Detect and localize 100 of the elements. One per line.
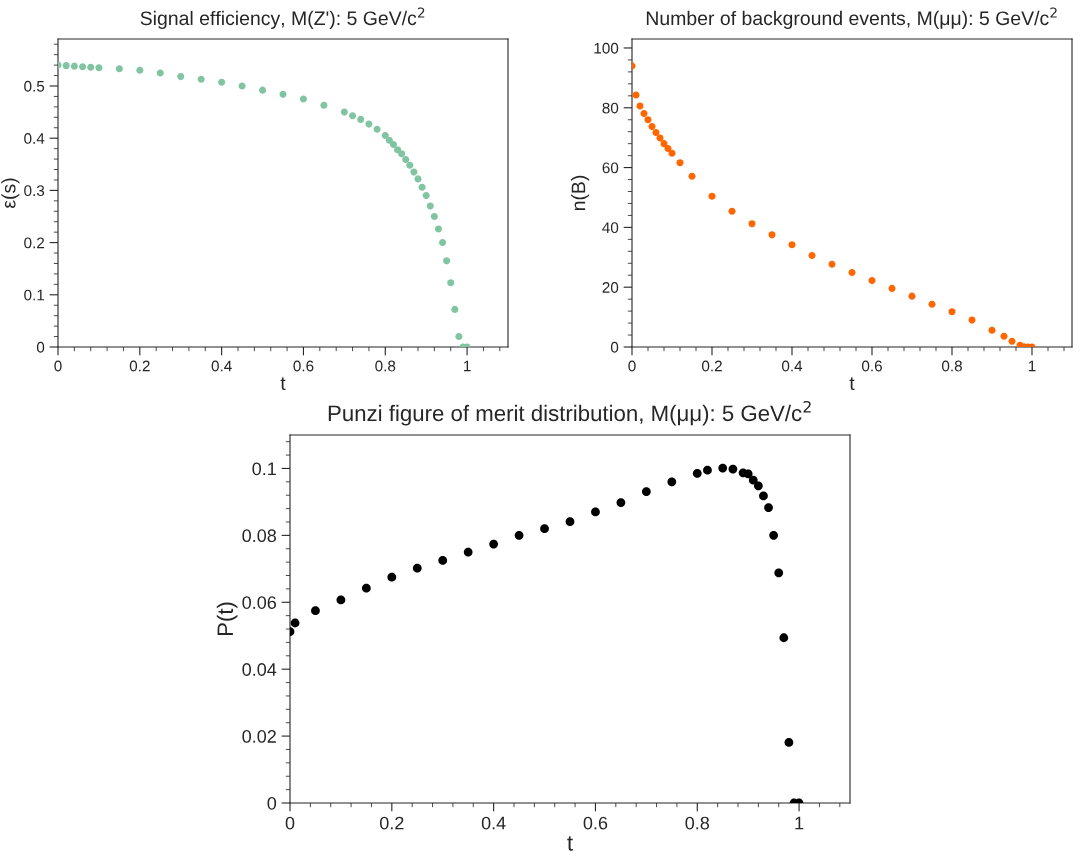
point	[676, 159, 684, 167]
point	[848, 269, 856, 277]
point	[426, 202, 434, 210]
y-tick-label: 0.06	[242, 596, 277, 609]
x-tick-label: 0.4	[781, 360, 803, 372]
point	[868, 277, 876, 285]
point	[279, 90, 287, 98]
point	[968, 316, 976, 324]
point	[692, 469, 702, 478]
y-axis-title: P(t)	[216, 602, 238, 636]
point	[311, 606, 320, 616]
point	[439, 239, 447, 247]
point	[718, 463, 728, 473]
point	[708, 192, 716, 200]
x-tick-label: 0.2	[379, 816, 404, 830]
point	[660, 140, 668, 148]
point	[688, 172, 696, 180]
point	[769, 530, 779, 540]
point	[259, 86, 267, 94]
point	[398, 150, 406, 158]
point	[361, 583, 371, 593]
point	[616, 498, 626, 507]
point	[177, 73, 185, 81]
point	[238, 82, 246, 90]
x-tick-label: 0.4	[211, 360, 232, 372]
point	[703, 465, 712, 475]
point	[455, 333, 463, 341]
point	[644, 116, 652, 124]
point	[136, 66, 144, 74]
x-tick-label: 0.6	[293, 360, 314, 372]
point	[410, 168, 418, 176]
point	[389, 140, 397, 148]
x-tick-label: 0.8	[375, 360, 396, 372]
point	[197, 75, 205, 83]
point	[218, 78, 226, 86]
point	[87, 63, 95, 71]
point	[434, 225, 442, 233]
point	[373, 125, 381, 133]
point	[641, 487, 651, 496]
point	[632, 91, 640, 99]
y-tick-label: 0.1	[24, 289, 45, 301]
point	[394, 146, 402, 154]
y-tick-label: 0.2	[24, 237, 45, 249]
chart-title: Punzi figure of merit distribution, M(μμ): 5 GeV/c$^{2}$	[328, 400, 811, 426]
y-tick-label: 20	[602, 282, 619, 293]
point	[463, 547, 473, 557]
point	[156, 69, 164, 77]
point	[447, 279, 455, 287]
point	[62, 62, 70, 70]
x-axis-title: t	[567, 836, 573, 851]
point	[349, 112, 357, 120]
point	[514, 530, 524, 540]
point	[540, 524, 549, 534]
point	[1008, 337, 1016, 345]
y-axis-title: n(B)	[571, 175, 590, 211]
point	[652, 129, 660, 137]
point	[1000, 332, 1008, 340]
point	[79, 63, 87, 71]
x-tick-label: 0.2	[129, 360, 150, 372]
y-tick-label: 0	[610, 341, 619, 353]
point	[728, 464, 738, 474]
point	[565, 517, 575, 527]
point	[412, 563, 422, 573]
point	[928, 300, 936, 308]
point	[828, 260, 836, 268]
point	[387, 572, 397, 582]
y-tick-label: 40	[602, 222, 619, 234]
point	[753, 481, 763, 491]
point	[774, 568, 784, 578]
point	[385, 136, 393, 144]
x-tick-label: 0	[285, 816, 295, 830]
y-tick-label: 80	[602, 102, 619, 114]
y-tick-label: 60	[602, 162, 619, 174]
x-tick-label: 0.4	[481, 816, 506, 830]
y-tick-label: 0.1	[252, 462, 276, 476]
point	[299, 95, 307, 103]
y-tick-label: 0.04	[242, 663, 277, 676]
point	[779, 633, 789, 643]
x-tick-label: 0.8	[941, 360, 962, 372]
x-tick-label: 0.8	[685, 816, 710, 830]
point	[402, 156, 410, 164]
point	[748, 220, 756, 228]
point	[357, 115, 365, 123]
point	[788, 241, 796, 249]
x-tick-label: 0	[628, 360, 636, 372]
point	[908, 292, 916, 300]
point	[648, 123, 656, 131]
point	[668, 149, 676, 157]
point	[438, 556, 448, 565]
point	[406, 161, 414, 169]
point	[640, 109, 648, 117]
y-tick-label: 0	[267, 796, 277, 810]
point	[764, 503, 773, 512]
point	[414, 175, 422, 183]
x-axis-title: t	[849, 377, 855, 391]
point	[988, 326, 996, 334]
point	[418, 183, 426, 191]
x-tick-label: 1	[464, 360, 471, 372]
point	[381, 132, 389, 140]
x-tick-label: 0.6	[861, 360, 882, 372]
